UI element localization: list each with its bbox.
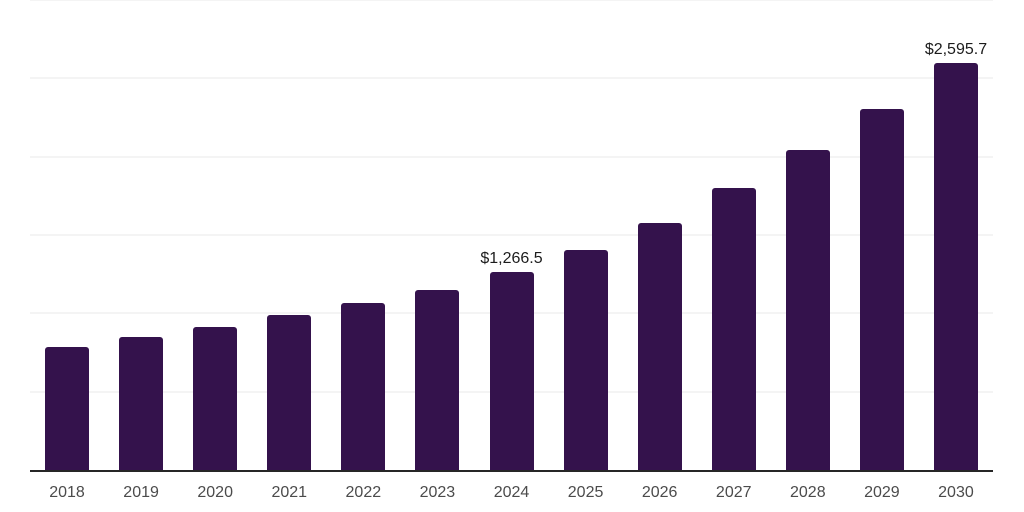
gridline <box>30 234 993 236</box>
plot-area: $1,266.5 $2,595.7 <box>30 0 993 472</box>
bar-2028[interactable] <box>785 150 830 470</box>
bar-2021[interactable] <box>267 315 312 470</box>
bar-2018[interactable] <box>45 347 90 470</box>
bar-2029[interactable] <box>859 109 904 470</box>
bar-2024[interactable] <box>489 271 534 470</box>
x-tick-label-2018: 2018 <box>49 484 85 501</box>
bar-2025[interactable] <box>563 250 608 470</box>
x-tick-label-2030: 2030 <box>938 484 974 501</box>
bar-2030[interactable] <box>933 63 978 470</box>
x-axis: 2018 2019 2020 2021 2022 2023 2024 2025 2026 2027… <box>30 483 993 505</box>
bar-2022[interactable] <box>341 303 386 470</box>
x-tick-label-2026: 2026 <box>641 484 678 501</box>
gridline <box>30 155 993 158</box>
x-tick-label-2025: 2025 <box>567 484 604 501</box>
bar-2023[interactable] <box>415 290 460 470</box>
value-label-2024: $1,266.5 <box>480 249 543 267</box>
x-tick-label-2029: 2029 <box>864 484 900 501</box>
bar-2020[interactable] <box>193 327 238 470</box>
bar-2019[interactable] <box>119 337 164 470</box>
x-tick-label-2021: 2021 <box>271 484 308 501</box>
value-label-2030: $2,595.7 <box>924 41 988 59</box>
x-tick-label-2027: 2027 <box>715 484 752 501</box>
x-tick-label-2024: 2024 <box>493 484 530 501</box>
x-tick-label-2022: 2022 <box>345 484 382 501</box>
x-tick-label-2028: 2028 <box>790 484 826 501</box>
x-tick-label-2020: 2020 <box>197 484 233 501</box>
bar-2027[interactable] <box>711 188 756 470</box>
gridline <box>30 77 993 80</box>
gridline <box>30 0 993 1</box>
x-tick-label-2023: 2023 <box>419 484 456 501</box>
bar-2026[interactable] <box>637 223 682 470</box>
x-tick-label-2019: 2019 <box>123 484 159 501</box>
